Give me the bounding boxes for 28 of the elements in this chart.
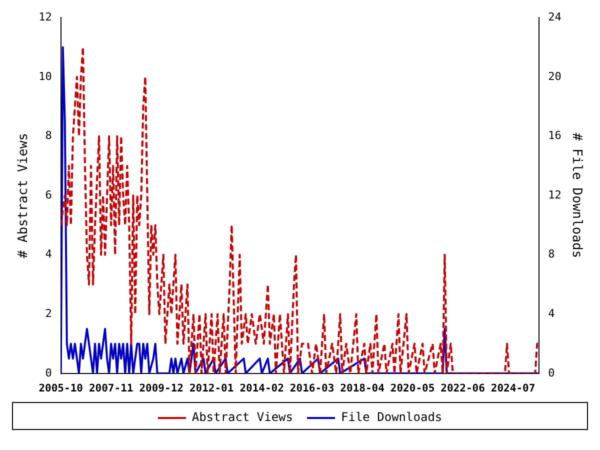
y-tick-label: 6 [45,188,52,202]
y2-tick-label: 20 [548,70,562,83]
x-tick-label: 2012-01 [189,382,234,394]
y2-tick-label: 4 [548,306,556,320]
y2-tick-label: 24 [548,10,562,24]
y2-tick-label: 12 [548,188,562,202]
y2-tick-label: 0 [548,366,555,380]
legend-label: Abstract Views [192,410,294,424]
x-tick-label: 2016-03 [290,382,334,394]
y2-tick-label: 16 [548,129,562,142]
x-tick-label: 2024-07 [490,382,536,394]
y-tick-label: 4 [45,248,52,261]
y2-tick-label: 8 [548,248,555,261]
x-tick-label: 2020-05 [390,382,435,394]
x-tick-label: 2022-06 [440,382,485,394]
legend-label: File Downloads [341,410,442,424]
x-tick-label: 2007-11 [88,382,134,394]
y-tick-label: 10 [38,70,52,83]
x-tick-label: 2009-12 [139,382,184,394]
y-tick-label: 8 [45,129,52,142]
x-tick-label: 2005-10 [38,382,83,394]
y-tick-label: 12 [38,10,52,24]
y-tick-label: 0 [45,366,52,380]
y-tick-label: 2 [45,306,52,320]
x-tick-label: 2014-02 [240,382,284,394]
y-axis-title: # Abstract Views [16,132,32,258]
y2-axis-title: # File Downloads [568,132,584,258]
x-tick-label: 2018-04 [340,382,384,394]
